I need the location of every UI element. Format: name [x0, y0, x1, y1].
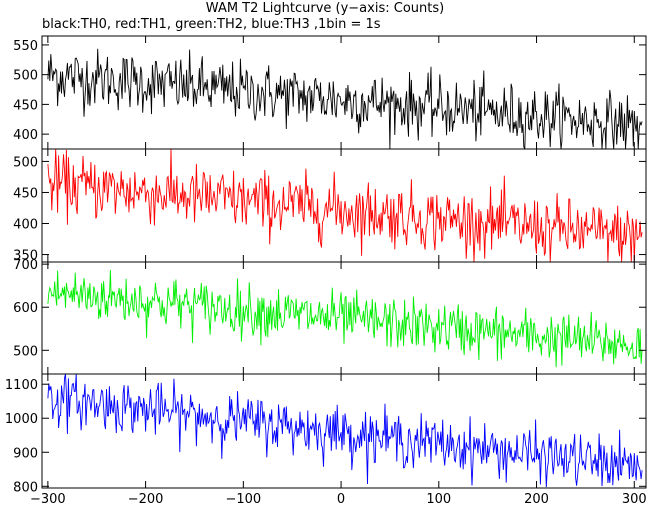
- series-line-th0: [47, 48, 643, 150]
- x-tick-label: 0: [337, 492, 345, 505]
- panel-frame-th2: [41, 261, 647, 375]
- chart-legend-text: black:TH0, red:TH1, green:TH2, blue:TH3 …: [42, 17, 381, 32]
- y-tick-label: 500: [13, 69, 38, 84]
- y-tick-label: 600: [13, 301, 38, 316]
- y-tick-label: 350: [13, 249, 38, 264]
- series-line-th3: [47, 373, 643, 488]
- y-tick-label: 400: [13, 128, 38, 143]
- x-tick-label: 100: [426, 492, 451, 505]
- y-tick-label: 1000: [5, 412, 38, 427]
- panel-frame-th1: [41, 148, 647, 263]
- panel-frame-th0: [41, 35, 647, 150]
- x-tick-label: −100: [225, 492, 261, 505]
- y-tick-label: 800: [13, 480, 38, 495]
- y-tick-label: 500: [13, 344, 38, 359]
- y-tick-label: 450: [13, 98, 38, 113]
- x-tick-label: −200: [128, 492, 164, 505]
- y-tick-label: 450: [13, 186, 38, 201]
- x-tick-label: 200: [524, 492, 549, 505]
- y-tick-label: 500: [13, 155, 38, 170]
- y-tick-label: 550: [13, 39, 38, 54]
- series-line-th2: [47, 270, 643, 368]
- series-line-th1: [47, 148, 643, 263]
- y-tick-label: 1100: [5, 378, 38, 393]
- y-tick-label: 400: [13, 218, 38, 233]
- panel-frame-th3: [41, 373, 647, 489]
- x-tick-label: 300: [622, 492, 647, 505]
- y-tick-label: 700: [13, 258, 38, 273]
- chart-title: WAM T2 Lightcurve (y−axis: Counts): [205, 1, 445, 16]
- x-tick-label: −300: [30, 492, 66, 505]
- y-tick-label: 900: [13, 446, 38, 461]
